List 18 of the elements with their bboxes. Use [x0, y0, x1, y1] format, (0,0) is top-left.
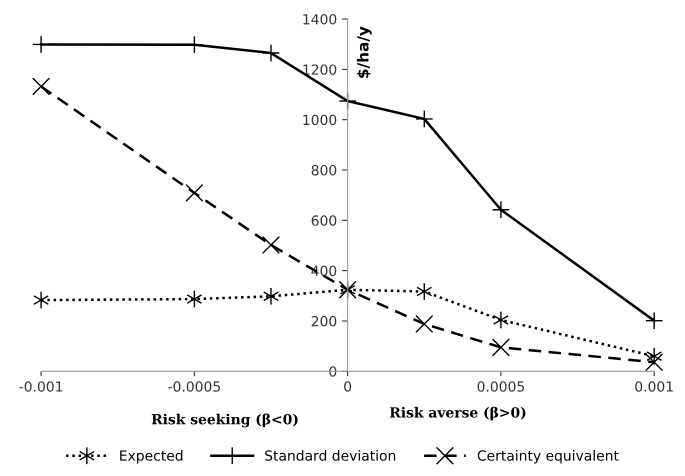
x-tick-label: -0.001	[19, 381, 62, 392]
y-axis-title: $/ha/y	[356, 26, 372, 78]
x-tick-label: -0.0005	[168, 381, 220, 392]
x-tick-label: 0	[344, 381, 352, 392]
y-tick-label: 1200	[303, 64, 336, 75]
legend-label: Standard deviation	[265, 450, 396, 461]
legend-label: Certainty equivalent	[478, 450, 619, 464]
y-tick-label: 0	[329, 366, 336, 377]
y-tick-label: 1000	[303, 114, 336, 126]
x-axis-title: Risk seeking (β<0)	[152, 414, 298, 428]
x-tick-label: 0.0005	[478, 381, 524, 392]
y-tick-label: 600	[312, 215, 336, 226]
text: Risk averse (β>0)	[390, 406, 526, 420]
y-tick-label: 800	[312, 164, 336, 176]
y-tick-label: 200	[312, 316, 336, 326]
legend-label: Expected	[120, 450, 182, 464]
y-tick-label: 1400	[303, 14, 336, 25]
x-tick-label: 0.001	[635, 381, 673, 392]
